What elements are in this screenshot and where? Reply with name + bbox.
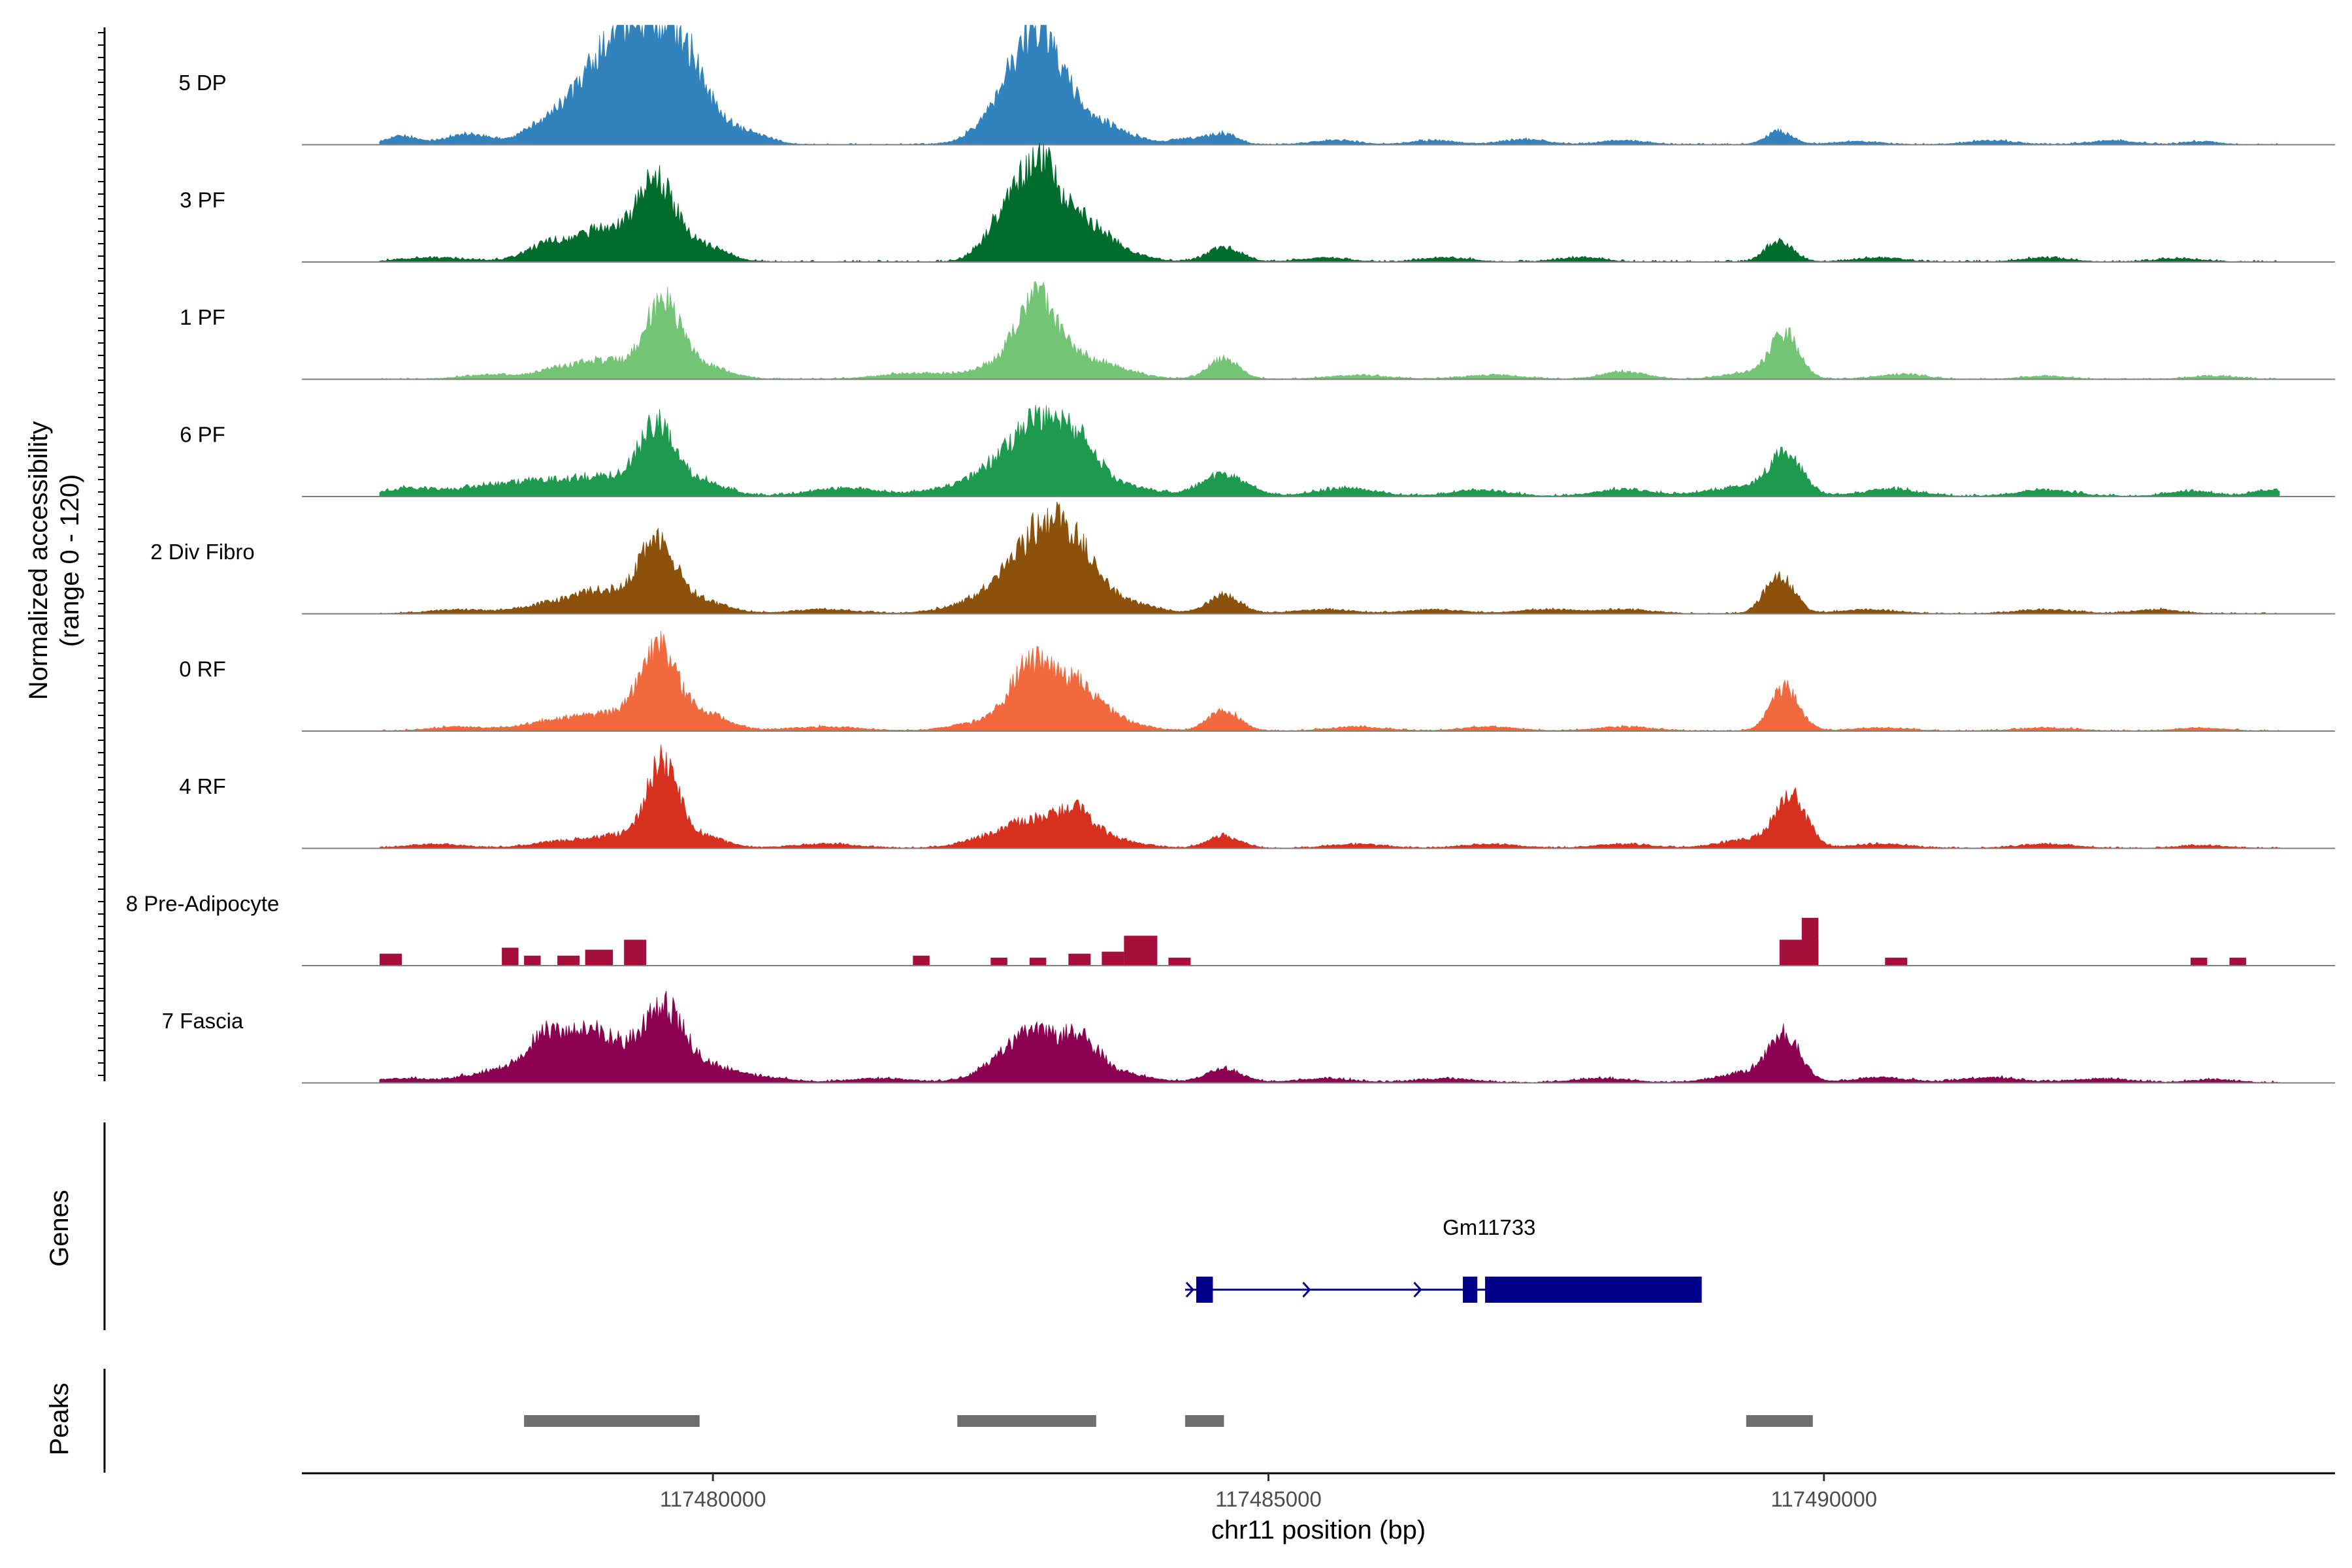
peak-region bbox=[524, 1415, 700, 1427]
coverage-block bbox=[502, 947, 519, 966]
coverage-area bbox=[379, 404, 2280, 497]
coverage-block bbox=[1068, 953, 1091, 966]
gene-exon bbox=[1463, 1277, 1478, 1303]
track-label: 7 Fascia bbox=[162, 1009, 244, 1033]
coverage-block bbox=[2190, 957, 2208, 966]
genes-panel-title: Genes bbox=[45, 1190, 74, 1267]
track-3-pf: 3 PF bbox=[180, 142, 2335, 263]
peaks-panel-title: Peaks bbox=[45, 1382, 74, 1455]
peaks-panel bbox=[524, 1415, 1813, 1427]
coverage-block bbox=[1124, 936, 1158, 966]
track-label: 4 RF bbox=[179, 774, 226, 798]
track-7-fascia: 7 Fascia bbox=[162, 990, 2335, 1084]
coverage-block bbox=[2229, 957, 2246, 966]
gene-exon bbox=[1485, 1277, 1702, 1303]
gene-label: Gm11733 bbox=[1443, 1215, 1535, 1239]
track-label: 1 PF bbox=[180, 305, 225, 329]
coverage-block bbox=[557, 955, 580, 966]
coverage-block bbox=[380, 953, 402, 966]
track-label: 6 PF bbox=[180, 422, 225, 446]
y-axis-ticks bbox=[98, 32, 105, 1076]
track-label: 8 Pre-Adipocyte bbox=[126, 891, 280, 915]
track-label: 2 Div Fibro bbox=[150, 540, 255, 564]
coverage-block bbox=[1801, 917, 1819, 966]
coverage-area bbox=[379, 744, 2280, 849]
x-tick-label: 117490000 bbox=[1771, 1487, 1877, 1511]
track-8-pre-adipocyte: 8 Pre-Adipocyte bbox=[126, 891, 2335, 966]
coverage-block bbox=[913, 955, 930, 966]
coverage-area bbox=[379, 142, 2280, 263]
y-axis-title-line2: (range 0 - 120) bbox=[56, 474, 84, 647]
coverage-area bbox=[379, 631, 2280, 732]
genes-panel: Gm11733 bbox=[1184, 1215, 1702, 1303]
coverage-area bbox=[380, 281, 2280, 380]
coverage-block bbox=[624, 939, 647, 966]
coverage-area bbox=[379, 990, 2280, 1083]
coverage-block bbox=[524, 955, 541, 966]
track-6-pf: 6 PF bbox=[180, 404, 2335, 497]
x-axis-title: chr11 position (bp) bbox=[1211, 1516, 1426, 1544]
x-axis-ticks: 117480000 117485000 117490000 bbox=[660, 1473, 1877, 1511]
peak-region bbox=[1746, 1415, 1813, 1427]
coverage-block bbox=[1885, 957, 1908, 966]
y-axis-title-line1: Normalized accessibility bbox=[24, 421, 53, 700]
track-2-div-fibro: 2 Div Fibro bbox=[150, 501, 2335, 615]
strand-arrow bbox=[1185, 1281, 1194, 1298]
track-1-pf: 1 PF bbox=[180, 281, 2335, 380]
coverage-area bbox=[379, 25, 2280, 145]
peak-region bbox=[957, 1415, 1096, 1427]
track-label: 3 PF bbox=[180, 188, 225, 212]
strand-arrow bbox=[1413, 1281, 1422, 1298]
strand-arrow bbox=[1302, 1281, 1311, 1298]
coverage-block bbox=[1168, 957, 1191, 966]
track-5-dp: 5 DP bbox=[178, 25, 2335, 146]
x-tick-label: 117480000 bbox=[660, 1487, 766, 1511]
x-tick-label: 117485000 bbox=[1215, 1487, 1322, 1511]
coverage-block bbox=[1102, 951, 1124, 966]
gene-exon bbox=[1196, 1277, 1213, 1303]
peak-region bbox=[1184, 1415, 1224, 1427]
coverage-area bbox=[379, 501, 2280, 614]
track-0-rf: 0 RF bbox=[179, 631, 2335, 732]
track-4-rf: 4 RF bbox=[179, 744, 2335, 849]
coverage-tracks: 5 DP 3 PF 1 PF 6 PF 2 Div Fibro 0 RF 4 RF 8 Pre… bbox=[126, 25, 2335, 1084]
coverage-block bbox=[1029, 957, 1047, 966]
track-label: 5 DP bbox=[178, 71, 226, 95]
track-label: 0 RF bbox=[179, 657, 226, 681]
coverage-block bbox=[990, 957, 1007, 966]
coverage-block bbox=[585, 949, 613, 966]
